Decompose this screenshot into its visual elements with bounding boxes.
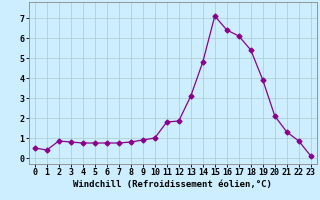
X-axis label: Windchill (Refroidissement éolien,°C): Windchill (Refroidissement éolien,°C) [73, 180, 272, 189]
